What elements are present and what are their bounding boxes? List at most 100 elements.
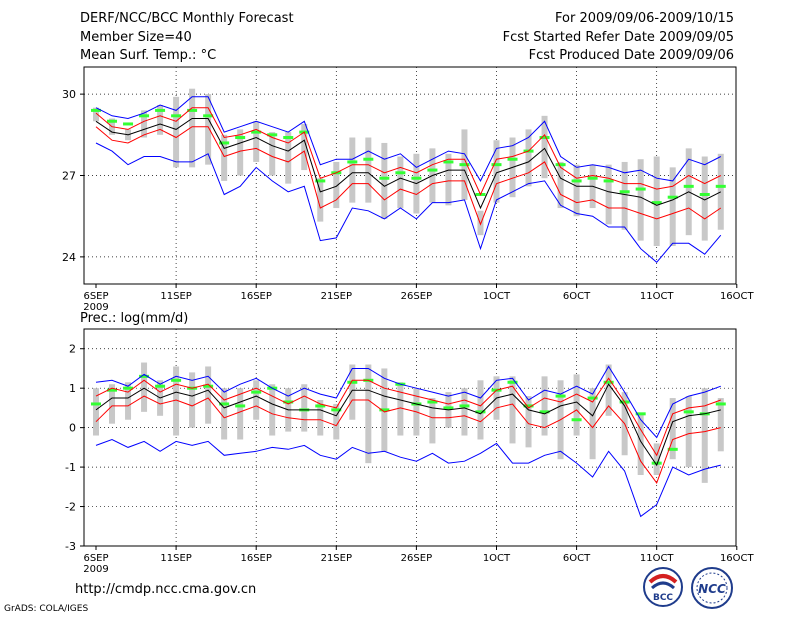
member-mark xyxy=(235,404,246,408)
variable-label: Mean Surf. Temp.: °C xyxy=(80,48,217,63)
x-tick-label: 1OCT xyxy=(483,553,511,564)
spread-box xyxy=(621,161,628,230)
spread-box xyxy=(109,384,116,424)
member-mark xyxy=(251,130,262,134)
x-year-label: 2009 xyxy=(83,564,108,575)
precipitation-panel: 6SEP 11SEP 16SEP 21SEP 26SEP 1OCT 6OCT 11OCT 16O… xyxy=(65,311,754,575)
spread-box xyxy=(285,132,292,184)
x-tick-label: 21SEP xyxy=(321,553,352,564)
member-mark xyxy=(651,201,662,205)
x-tick-label: 6SEP xyxy=(83,291,108,302)
spread-box xyxy=(237,388,244,440)
member-mark xyxy=(507,380,518,384)
member-mark xyxy=(411,176,422,180)
member-size-label: Member Size=40 xyxy=(80,30,192,45)
spread-box xyxy=(605,164,612,225)
y-tick-label: 27 xyxy=(62,170,76,183)
spread-box xyxy=(173,96,180,168)
spread-box xyxy=(541,376,548,436)
spread-box xyxy=(525,129,532,187)
source-url[interactable]: http://cmdp.ncc.cma.gov.cn xyxy=(75,582,257,597)
member-mark xyxy=(619,190,630,194)
spread-box xyxy=(701,388,708,483)
spread-box xyxy=(477,380,484,440)
member-mark xyxy=(683,184,694,188)
spread-box xyxy=(141,362,148,412)
spread-box xyxy=(237,129,244,176)
spread-box xyxy=(333,161,340,209)
spread-box xyxy=(269,384,276,436)
member-mark xyxy=(635,187,646,191)
member-mark xyxy=(587,396,598,400)
spread-box xyxy=(637,159,644,241)
spread-box xyxy=(685,396,692,468)
spread-box xyxy=(93,107,99,122)
spread-box xyxy=(205,94,212,165)
bcc-logo-text: BCC xyxy=(653,593,673,603)
spread-box xyxy=(653,443,660,475)
member-mark xyxy=(219,402,230,406)
member-mark xyxy=(443,406,454,410)
plot-frame xyxy=(83,328,737,547)
member-mark xyxy=(187,108,198,112)
grads-credit: GrADS: COLA/IGES xyxy=(4,604,89,614)
spread-box xyxy=(381,142,388,219)
member-mark xyxy=(91,402,101,406)
member-mark xyxy=(171,378,182,382)
member-mark xyxy=(203,384,214,388)
forecast-period: For 2009/09/06-2009/10/15 xyxy=(555,11,734,26)
x-tick-label: 16OCT xyxy=(720,291,755,302)
x-tick-label: 11OCT xyxy=(640,553,675,564)
spread-box xyxy=(397,382,404,436)
member-mark xyxy=(635,412,646,416)
member-mark xyxy=(267,133,278,137)
bcc-logo-icon: BCC xyxy=(643,567,683,607)
member-mark xyxy=(123,122,134,126)
x-tick-label: 16SEP xyxy=(240,291,271,302)
spread-box xyxy=(557,161,564,209)
panel-title: Prec.: log(mm/d) xyxy=(80,311,188,326)
x-tick-label: 16OCT xyxy=(720,553,755,564)
member-mark xyxy=(315,404,326,408)
spread-box xyxy=(365,364,372,464)
member-mark xyxy=(171,114,182,118)
y-tick-label: 30 xyxy=(62,88,76,101)
member-mark xyxy=(283,400,294,404)
member-mark xyxy=(203,114,214,118)
member-mark xyxy=(427,168,438,172)
series-min-line xyxy=(95,142,722,264)
ncc-logo-text: NCC xyxy=(698,582,726,596)
y-tick-label: -1 xyxy=(65,461,76,474)
spread-box xyxy=(301,123,308,171)
y-tick-label: -2 xyxy=(65,501,76,514)
x-tick-label: 6SEP xyxy=(83,553,108,564)
member-mark xyxy=(315,179,326,183)
spread-box xyxy=(445,153,452,206)
member-mark xyxy=(715,184,726,188)
spread-box xyxy=(349,137,356,203)
member-mark xyxy=(571,418,582,422)
temperature-panel: 6SEP 11SEP 16SEP 21SEP 26SEP 1OCT 6OCT 11OCT 16O… xyxy=(62,66,755,313)
series-upper-line xyxy=(95,107,722,196)
member-mark xyxy=(331,408,342,412)
x-tick-label: 11SEP xyxy=(160,291,191,302)
member-mark xyxy=(155,384,166,388)
member-mark xyxy=(555,163,566,167)
member-mark xyxy=(443,160,454,164)
member-mark xyxy=(603,179,614,183)
member-mark xyxy=(667,447,678,451)
member-mark xyxy=(587,176,598,180)
series-max-line xyxy=(95,365,721,439)
spread-box xyxy=(573,374,580,436)
x-tick-label: 11SEP xyxy=(160,553,191,564)
refer-date: Fcst Started Refer Date 2009/09/05 xyxy=(502,30,734,45)
member-mark xyxy=(699,192,710,196)
series-mean-line xyxy=(95,118,722,210)
member-mark xyxy=(347,160,358,164)
member-mark xyxy=(507,157,518,161)
spread-box xyxy=(189,372,196,428)
x-tick-label: 16SEP xyxy=(240,553,271,564)
member-mark xyxy=(571,179,582,183)
x-tick-label: 1OCT xyxy=(483,291,511,302)
